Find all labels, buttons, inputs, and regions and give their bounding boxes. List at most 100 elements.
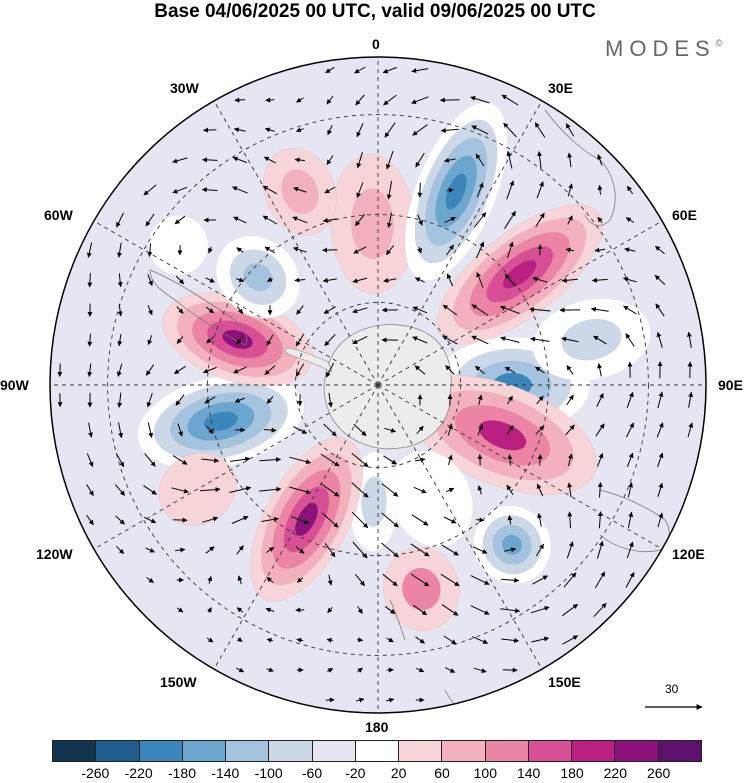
- wind-arrow: [88, 422, 93, 438]
- colorbar-swatch: [182, 741, 227, 761]
- wind-arrow: [386, 697, 395, 703]
- wind-arrow: [207, 575, 213, 584]
- wind-arrow: [566, 394, 574, 406]
- wind-arrow: [593, 335, 607, 345]
- wind-arrow: [657, 482, 664, 497]
- wind-arrow: [535, 543, 545, 557]
- wind-arrow: [146, 576, 154, 584]
- lon-label-180: 180: [365, 719, 389, 735]
- colorbar-swatch: [399, 741, 443, 761]
- wind-arrow: [596, 392, 604, 407]
- wind-arrow: [145, 213, 155, 227]
- wind-arrow: [417, 246, 422, 254]
- meridian-line: [213, 384, 379, 670]
- colorbar-tick-label: -180: [167, 765, 197, 781]
- wind-arrow: [442, 304, 458, 316]
- wind-arrow: [414, 277, 425, 283]
- wind-arrow: [471, 125, 489, 135]
- wind-arrow: [623, 305, 637, 315]
- wind-arrow: [625, 217, 635, 223]
- wind-arrow: [410, 573, 430, 587]
- wind-arrow: [440, 127, 459, 133]
- wind-arrow: [443, 516, 457, 524]
- wind-arrow: [500, 336, 520, 343]
- wind-arrow: [235, 667, 245, 673]
- wind-arrow: [504, 273, 516, 287]
- wind-arrow: [325, 362, 335, 378]
- wind-arrow: [383, 94, 397, 106]
- wind-arrow: [326, 155, 334, 166]
- wind-arrow: [597, 482, 603, 498]
- wind-arrow: [357, 637, 364, 643]
- wind-arrow: [295, 127, 304, 133]
- wind-arrow: [413, 486, 427, 494]
- wind-arrow: [117, 242, 122, 258]
- wind-arrow: [352, 277, 368, 284]
- colorbar-tick-label: 220: [603, 765, 628, 781]
- wind-arrow: [595, 423, 605, 437]
- colorbar-tick-label: -20: [345, 765, 366, 781]
- lon-label-90e: 90E: [718, 377, 743, 393]
- wind-arrow: [259, 457, 282, 463]
- wind-arrow: [384, 427, 397, 433]
- wind-arrow: [320, 483, 340, 497]
- wind-arrow: [354, 66, 366, 74]
- wind-arrow: [199, 487, 221, 493]
- wind-arrow: [233, 366, 247, 374]
- wind-arrow: [206, 336, 214, 344]
- wind-arrow: [171, 487, 189, 494]
- wind-arrow: [294, 277, 306, 283]
- wind-arrow: [293, 186, 307, 193]
- wind-arrow: [411, 96, 429, 104]
- wind-arrow: [116, 363, 123, 377]
- wind-arrow: [325, 697, 335, 703]
- wind-arrow: [356, 182, 364, 198]
- wind-arrow: [231, 515, 249, 524]
- wind-arrow: [386, 637, 394, 643]
- wind-arrow: [536, 181, 544, 199]
- wind-arrow: [259, 486, 282, 492]
- wind-arrow: [289, 456, 312, 465]
- wind-arrow: [143, 184, 157, 196]
- wind-arrow: [507, 395, 513, 405]
- wind-arrow: [537, 513, 543, 527]
- wind-arrow: [385, 245, 395, 255]
- wind-arrow: [115, 515, 125, 525]
- wind-arrow: [355, 697, 365, 703]
- wind-arrow: [535, 366, 545, 374]
- colorbar-tick-label: 100: [473, 765, 498, 781]
- wind-arrow: [176, 607, 184, 613]
- wind-arrow: [323, 423, 337, 437]
- wind-arrow: [353, 423, 367, 437]
- meridian-line: [93, 384, 379, 550]
- wind-arrow: [86, 453, 94, 468]
- wind-arrow: [264, 127, 275, 133]
- wind-arrow: [202, 157, 218, 163]
- wind-arrow: [234, 97, 246, 103]
- wind-arrow: [144, 453, 156, 467]
- wind-arrow: [296, 637, 304, 643]
- meridian-line: [377, 100, 543, 386]
- wind-arrow: [687, 422, 694, 438]
- anomaly-contour: [402, 567, 441, 611]
- wind-arrow: [475, 365, 485, 375]
- wind-arrow: [356, 122, 364, 138]
- wind-arrow: [175, 547, 186, 553]
- wind-arrow: [386, 180, 393, 200]
- wind-arrow: [529, 306, 551, 312]
- wind-arrow: [415, 636, 426, 644]
- colorbar-swatch: [226, 741, 270, 761]
- wind-arrow: [590, 306, 609, 312]
- wind-arrow: [470, 575, 490, 585]
- colorbar-swatch: [139, 741, 183, 761]
- colorbar-tick-label: -60: [301, 765, 323, 781]
- wind-arrow: [324, 334, 336, 346]
- wind-arrow: [473, 212, 487, 228]
- wind-arrow: [562, 603, 579, 617]
- brand-logo: MODES©: [605, 36, 745, 62]
- reference-vector-label: 30: [665, 682, 679, 696]
- wind-arrow: [417, 214, 423, 226]
- wind-arrow: [115, 545, 125, 555]
- wind-arrow: [440, 573, 460, 587]
- wind-arrow: [443, 635, 457, 645]
